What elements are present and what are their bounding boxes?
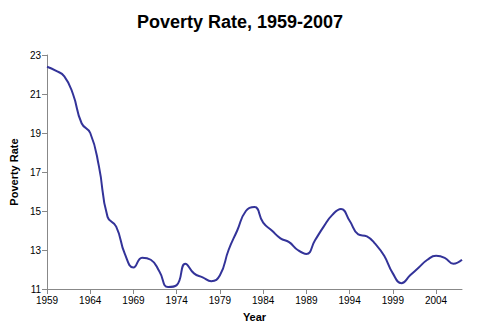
svg-text:1959: 1959 [36, 295, 59, 306]
svg-text:Year: Year [243, 311, 267, 323]
svg-text:1969: 1969 [122, 295, 145, 306]
svg-text:Poverty Rate: Poverty Rate [8, 138, 20, 205]
svg-text:1964: 1964 [79, 295, 102, 306]
svg-text:23: 23 [30, 50, 42, 61]
svg-text:11: 11 [31, 284, 42, 295]
svg-text:13: 13 [30, 245, 42, 256]
svg-text:19: 19 [30, 128, 42, 139]
svg-text:17: 17 [30, 167, 42, 178]
svg-text:1994: 1994 [338, 295, 361, 306]
svg-text:1989: 1989 [295, 295, 318, 306]
svg-text:1999: 1999 [382, 295, 405, 306]
svg-text:2004: 2004 [425, 295, 448, 306]
svg-text:1979: 1979 [209, 295, 232, 306]
svg-text:15: 15 [30, 206, 42, 217]
svg-text:Poverty Rate, 1959-2007: Poverty Rate, 1959-2007 [137, 12, 343, 32]
svg-text:1974: 1974 [166, 295, 189, 306]
svg-text:21: 21 [30, 89, 42, 100]
svg-text:1984: 1984 [252, 295, 275, 306]
